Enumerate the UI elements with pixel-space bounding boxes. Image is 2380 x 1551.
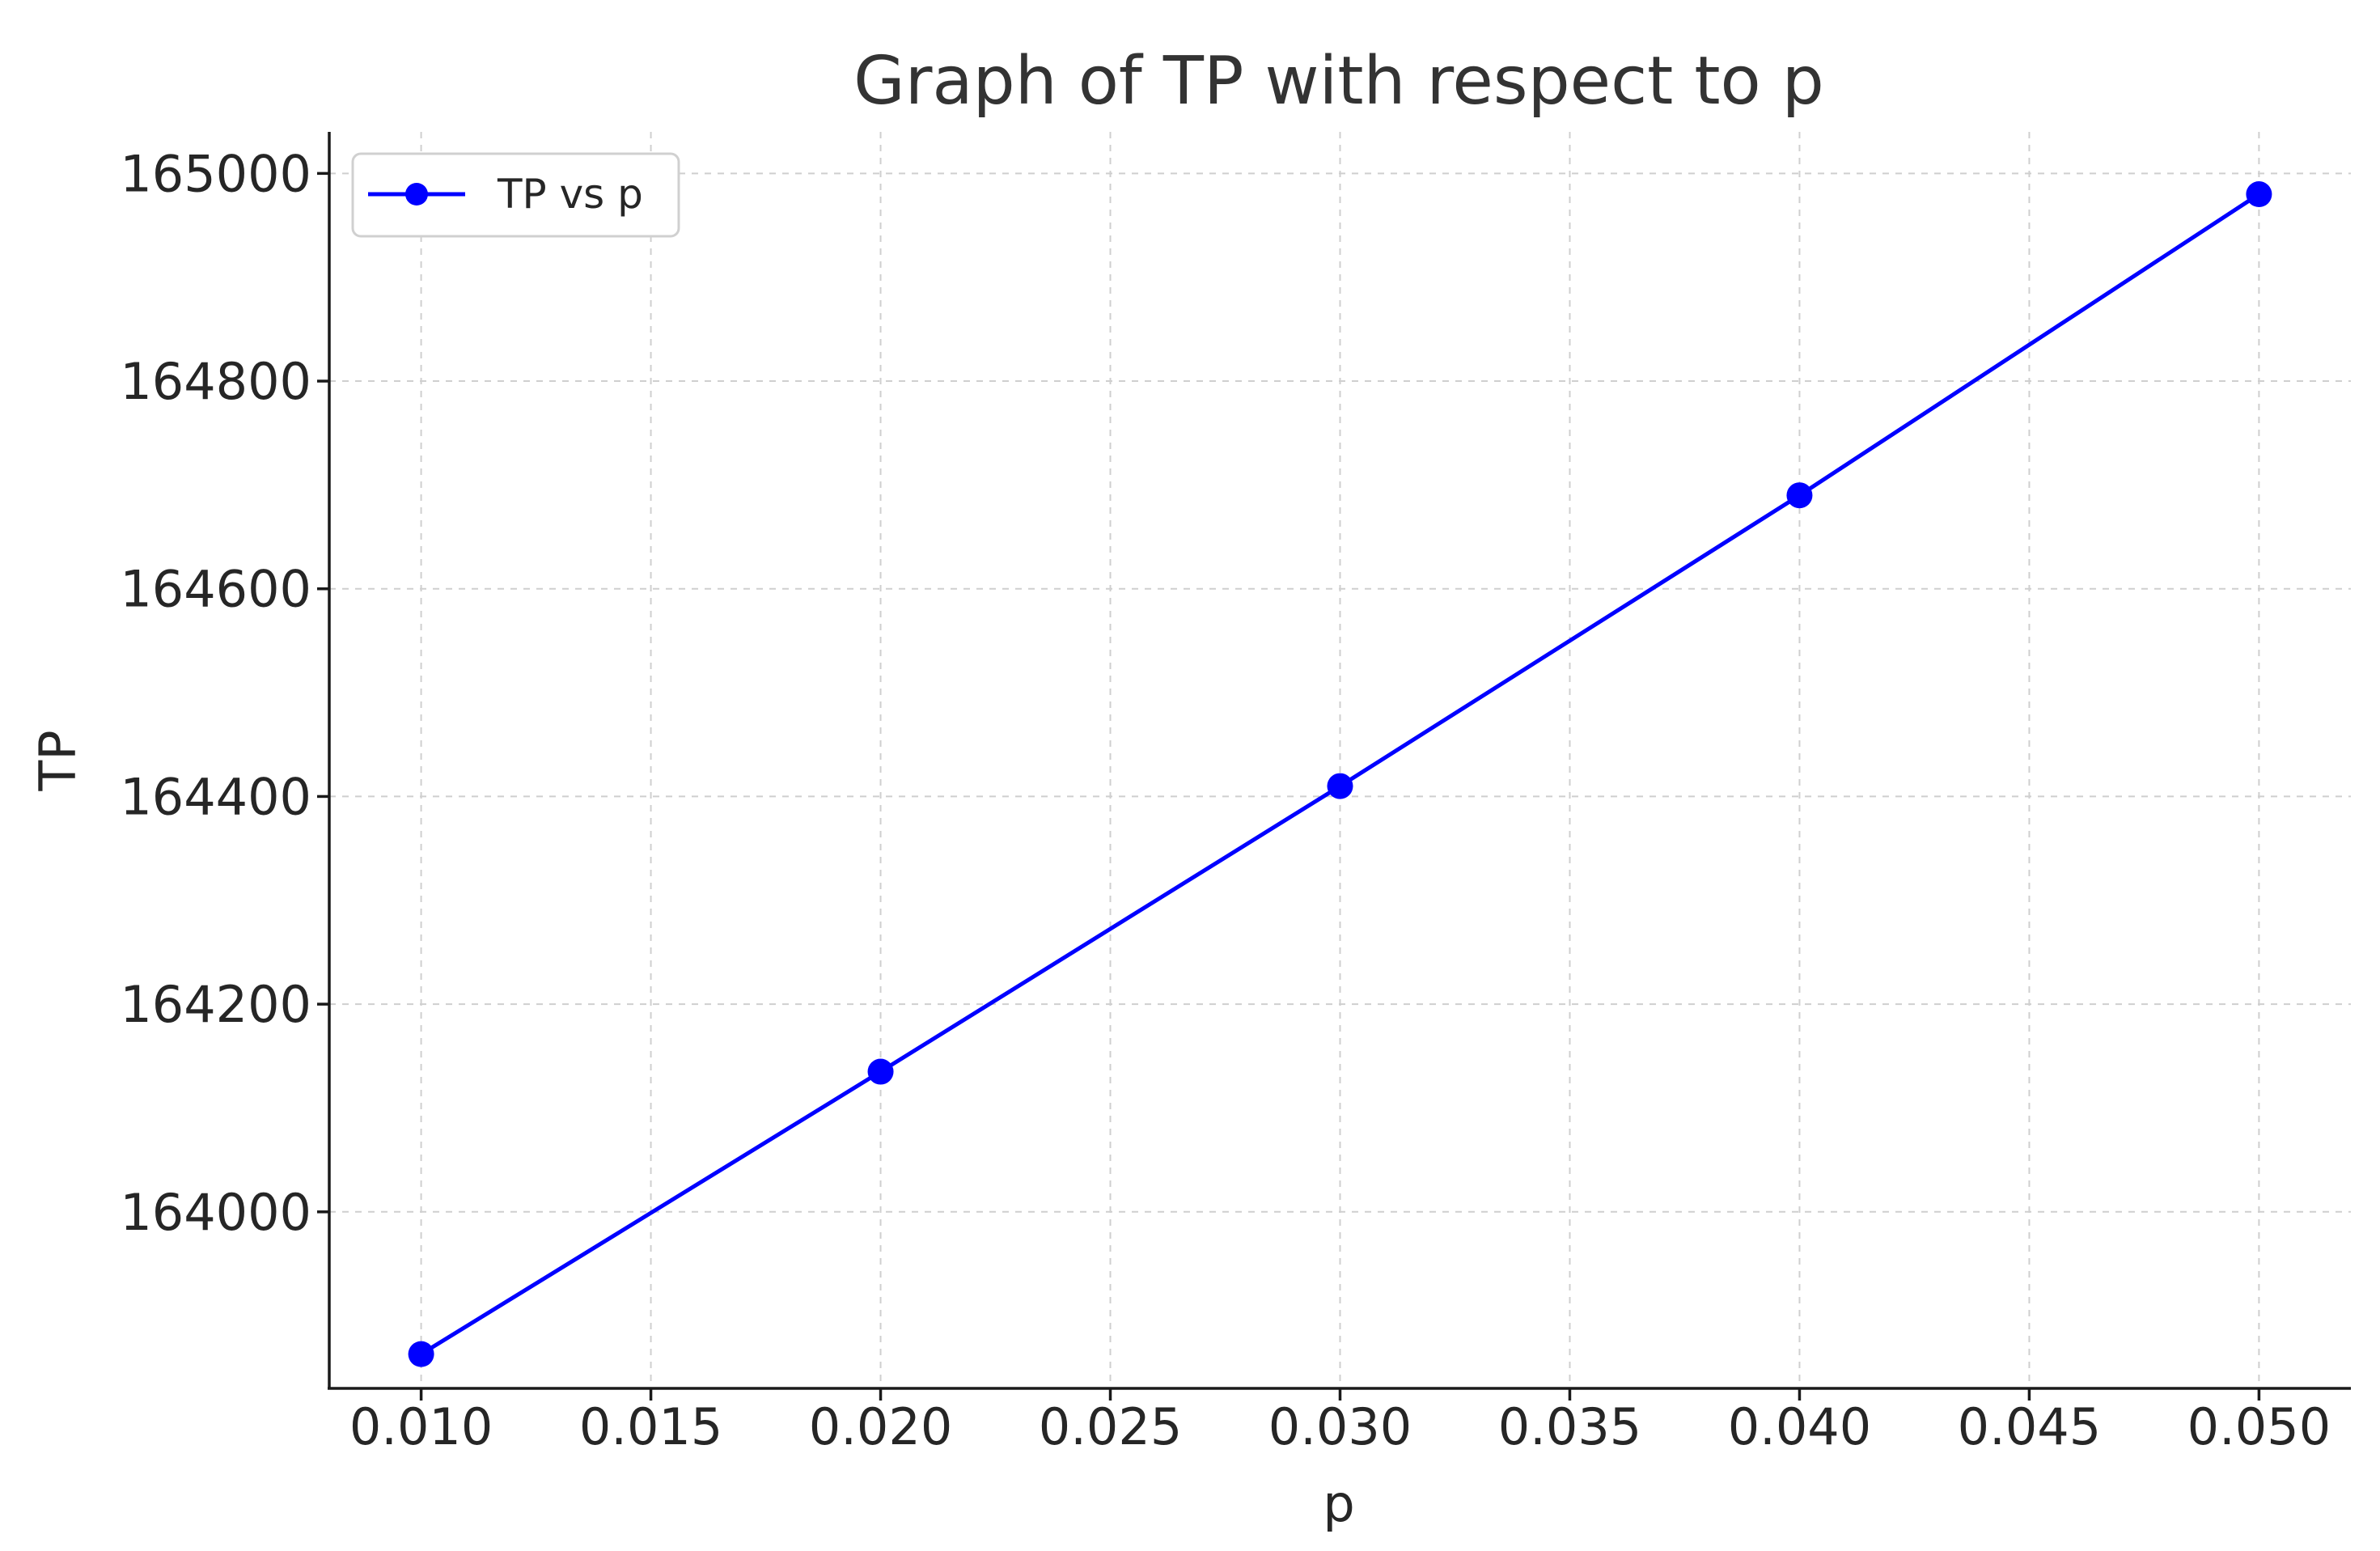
legend: TP vs p <box>351 152 680 238</box>
series <box>408 181 2272 1367</box>
legend-label: TP vs p <box>497 171 643 218</box>
y-tick-label: 164200 <box>120 975 311 1034</box>
grid <box>329 132 2351 1388</box>
axis-ticks: 0.010 0.015 0.020 0.025 0.030 0.035 0.040 0.045… <box>120 144 2331 1456</box>
data-point <box>1327 773 1353 799</box>
x-tick-label: 0.015 <box>579 1397 723 1456</box>
data-point <box>867 1058 894 1085</box>
x-tick-label: 0.040 <box>1728 1397 1872 1456</box>
y-tick-label: 164800 <box>120 352 311 411</box>
chart-title: Graph of TP with respect to p <box>853 43 1824 120</box>
legend-box <box>351 152 680 238</box>
y-axis-label: TP <box>28 730 87 791</box>
data-point <box>1786 482 1813 509</box>
x-tick-label: 0.030 <box>1268 1397 1412 1456</box>
y-tick-label: 164000 <box>120 1183 311 1242</box>
data-point <box>2246 181 2272 208</box>
x-tick-label: 0.035 <box>1498 1397 1642 1456</box>
x-tick-label: 0.045 <box>1958 1397 2102 1456</box>
x-tick-label: 0.010 <box>349 1397 493 1456</box>
legend-marker-swatch <box>405 183 428 206</box>
y-tick-label: 164400 <box>120 767 311 826</box>
data-point <box>408 1341 434 1367</box>
x-axis-label: p <box>1323 1474 1354 1533</box>
x-tick-label: 0.050 <box>2187 1397 2331 1456</box>
y-tick-label: 164600 <box>120 560 311 619</box>
x-tick-label: 0.025 <box>1039 1397 1183 1456</box>
y-tick-label: 165000 <box>120 144 311 203</box>
x-tick-label: 0.020 <box>809 1397 953 1456</box>
